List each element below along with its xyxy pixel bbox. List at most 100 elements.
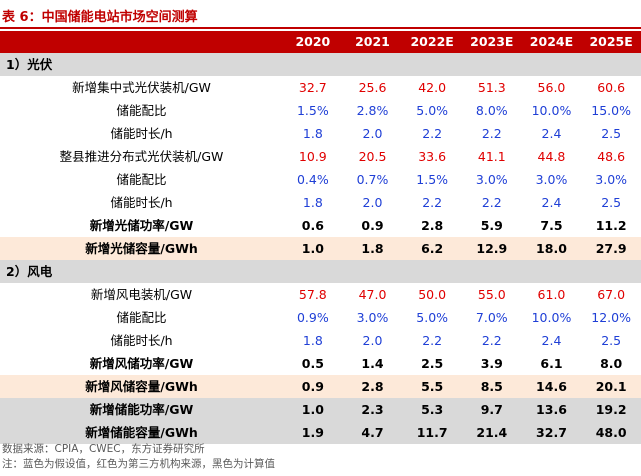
value-cell: 57.8 [298,287,327,302]
value-cell: 3.0% [535,172,568,187]
table-row: 储能时长/h 1.8 2.0 2.2 2.2 2.4 2.5 [0,122,641,145]
section-fill-cell [402,260,462,283]
section-label: 2）风电 [0,260,284,283]
header-cell: 2024E [521,31,582,53]
value-cell: 9.7 [461,398,522,421]
value-cell: 0.5 [301,356,324,371]
value-cell: 27.9 [581,237,641,260]
value-cell: 6.2 [402,237,462,260]
value-cell: 60.6 [597,80,626,95]
value-cell: 12.9 [461,237,522,260]
value-cell: 67.0 [597,287,626,302]
row-label: 储能时长/h [110,126,173,141]
value-cell: 4.7 [342,421,403,444]
footnotes: 数据来源：CPIA，CWEC，东方证券研究所 注：蓝色为假设值，红色为第三方机构… [2,442,275,472]
section-fill-cell [521,53,582,76]
table-row: 新增集中式光伏装机/GW 32.7 25.6 42.0 51.3 56.0 60.6 [0,76,641,99]
value-cell: 2.5 [601,333,622,348]
header-cell: 2023E [461,31,522,53]
value-cell: 2.0 [362,126,383,141]
value-cell: 41.1 [477,149,506,164]
value-cell: 2.8 [421,218,444,233]
value-cell: 5.0% [416,310,449,325]
value-cell: 2.4 [541,195,562,210]
table-row: 新增光储功率/GW 0.6 0.9 2.8 5.9 7.5 11.2 [0,214,641,237]
table-row: 新增光储容量/GWh 1.0 1.8 6.2 12.9 18.0 27.9 [0,237,641,260]
value-cell: 2.2 [422,195,443,210]
row-label: 整县推进分布式光伏装机/GW [59,149,224,164]
value-cell: 0.7% [356,172,389,187]
row-label: 储能配比 [116,103,167,118]
row-label: 新增风储容量/GWh [0,375,284,398]
value-cell: 61.0 [537,287,566,302]
value-cell: 8.5 [461,375,522,398]
header-cell: 2025E [581,31,641,53]
value-cell: 2.5 [421,356,444,371]
value-cell: 10.0% [531,310,572,325]
row-label: 新增光储容量/GWh [0,237,284,260]
table-row: 储能配比 0.9% 3.0% 5.0% 7.0% 10.0% 12.0% [0,306,641,329]
value-cell: 14.6 [521,375,582,398]
table-row: 整县推进分布式光伏装机/GW 10.9 20.5 33.6 41.1 44.8 48.6 [0,145,641,168]
value-cell: 1.5% [296,103,329,118]
value-cell: 1.8 [302,126,323,141]
value-cell: 25.6 [358,80,387,95]
value-cell: 11.7 [402,421,462,444]
source-note: 数据来源：CPIA，CWEC，东方证券研究所 [2,443,205,455]
table-row: 新增风电装机/GW 57.8 47.0 50.0 55.0 61.0 67.0 [0,283,641,306]
value-cell: 1.8 [302,333,323,348]
value-cell: 21.4 [461,421,522,444]
value-cell: 10.0% [531,103,572,118]
value-cell: 12.0% [591,310,631,325]
value-cell: 20.1 [581,375,641,398]
value-cell: 0.4% [296,172,329,187]
header-cell: 2020 [283,31,343,53]
value-cell: 7.0% [475,310,508,325]
header-cell: 2022E [402,31,462,53]
value-cell: 1.4 [361,356,384,371]
section-fill-cell [283,53,343,76]
color-legend-note: 注：蓝色为假设值，红色为第三方机构来源，黑色为计算值 [2,458,275,470]
value-cell: 7.5 [540,218,563,233]
value-cell: 2.0 [362,195,383,210]
value-cell: 6.1 [540,356,563,371]
value-cell: 1.9 [283,421,343,444]
section-row: 1）光伏 [0,53,641,76]
value-cell: 1.8 [342,237,403,260]
section-fill-cell [461,53,522,76]
value-cell: 2.5 [601,126,622,141]
section-label: 1）光伏 [0,53,284,76]
table-row: 新增储能容量/GWh 1.9 4.7 11.7 21.4 32.7 48.0 [0,421,641,444]
value-cell: 5.9 [480,218,503,233]
value-cell: 1.0 [283,237,343,260]
value-cell: 11.2 [595,218,627,233]
section-fill-cell [342,260,403,283]
value-cell: 2.2 [422,333,443,348]
header-cell: 2021 [342,31,403,53]
row-label: 新增集中式光伏装机/GW [72,80,211,95]
section-fill-cell [461,260,522,283]
table-row: 储能时长/h 1.8 2.0 2.2 2.2 2.4 2.5 [0,329,641,352]
value-cell: 2.8% [356,103,389,118]
section-row: 2）风电 [0,260,641,283]
value-cell: 20.5 [358,149,387,164]
value-cell: 3.9 [480,356,503,371]
value-cell: 8.0% [475,103,508,118]
value-cell: 2.5 [601,195,622,210]
value-cell: 42.0 [418,80,447,95]
row-label: 储能时长/h [110,333,173,348]
value-cell: 48.0 [581,421,641,444]
section-fill-cell [342,53,403,76]
value-cell: 48.6 [597,149,626,164]
table-row: 新增储能功率/GW 1.0 2.3 5.3 9.7 13.6 19.2 [0,398,641,421]
value-cell: 0.9 [361,218,384,233]
header-cell [0,31,284,53]
value-cell: 5.3 [402,398,462,421]
value-cell: 2.2 [481,333,502,348]
table-row: 新增风储容量/GWh 0.9 2.8 5.5 8.5 14.6 20.1 [0,375,641,398]
table-body: 1）光伏 新增集中式光伏装机/GW 32.7 25.6 42.0 51.3 56.0 60.6… [0,53,641,444]
value-cell: 56.0 [537,80,566,95]
value-cell: 2.2 [422,126,443,141]
section-fill-cell [581,260,641,283]
